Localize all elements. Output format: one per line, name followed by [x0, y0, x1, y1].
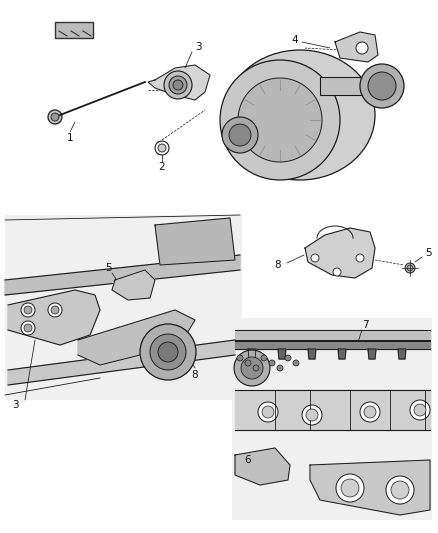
Circle shape	[222, 117, 258, 153]
Bar	[5, 215, 242, 400]
Polygon shape	[112, 270, 155, 300]
Circle shape	[220, 60, 340, 180]
Circle shape	[21, 303, 35, 317]
Polygon shape	[235, 341, 430, 349]
Text: 5: 5	[105, 263, 111, 273]
Text: 1: 1	[67, 133, 73, 143]
Circle shape	[169, 76, 187, 94]
Circle shape	[306, 409, 318, 421]
Text: 6: 6	[245, 455, 251, 465]
Circle shape	[158, 144, 166, 152]
Text: 3: 3	[12, 400, 18, 410]
Circle shape	[155, 141, 169, 155]
Circle shape	[368, 72, 396, 100]
Circle shape	[333, 268, 341, 276]
Circle shape	[48, 303, 62, 317]
Circle shape	[285, 355, 291, 361]
Circle shape	[261, 355, 267, 361]
Circle shape	[311, 254, 319, 262]
Circle shape	[410, 400, 430, 420]
Polygon shape	[248, 349, 256, 359]
Polygon shape	[308, 349, 316, 359]
Circle shape	[158, 342, 178, 362]
Circle shape	[51, 113, 59, 121]
Polygon shape	[310, 460, 430, 515]
Circle shape	[21, 321, 35, 335]
Ellipse shape	[225, 50, 375, 180]
Bar	[320, 77, 375, 95]
Polygon shape	[8, 340, 235, 385]
Circle shape	[302, 405, 322, 425]
Circle shape	[293, 360, 299, 366]
Circle shape	[269, 360, 275, 366]
Polygon shape	[368, 349, 376, 359]
Text: 3: 3	[194, 42, 201, 52]
Polygon shape	[305, 228, 375, 278]
Circle shape	[140, 324, 196, 380]
Polygon shape	[235, 330, 430, 340]
Circle shape	[238, 78, 322, 162]
Circle shape	[356, 254, 364, 262]
Polygon shape	[338, 349, 346, 359]
Text: 7: 7	[362, 320, 368, 330]
Circle shape	[262, 406, 274, 418]
Circle shape	[405, 263, 415, 273]
Circle shape	[341, 479, 359, 497]
Circle shape	[258, 402, 278, 422]
Circle shape	[360, 64, 404, 108]
Circle shape	[386, 476, 414, 504]
Text: 8: 8	[192, 370, 198, 380]
Circle shape	[336, 474, 364, 502]
Circle shape	[173, 80, 183, 90]
Circle shape	[277, 365, 283, 371]
Text: 4: 4	[292, 35, 298, 45]
Polygon shape	[5, 255, 240, 295]
Polygon shape	[235, 390, 430, 430]
Polygon shape	[278, 349, 286, 359]
Polygon shape	[335, 32, 378, 62]
Bar	[232, 318, 432, 520]
Circle shape	[48, 110, 62, 124]
Circle shape	[229, 124, 251, 146]
Circle shape	[150, 334, 186, 370]
FancyBboxPatch shape	[55, 22, 93, 38]
Circle shape	[253, 365, 259, 371]
Text: 8: 8	[275, 260, 281, 270]
Circle shape	[24, 306, 32, 314]
Circle shape	[24, 324, 32, 332]
Circle shape	[407, 265, 413, 271]
Circle shape	[241, 357, 263, 379]
Polygon shape	[398, 349, 406, 359]
Circle shape	[237, 355, 243, 361]
Circle shape	[414, 404, 426, 416]
Circle shape	[356, 42, 368, 54]
Circle shape	[245, 360, 251, 366]
Circle shape	[234, 350, 270, 386]
Circle shape	[51, 306, 59, 314]
Circle shape	[360, 402, 380, 422]
Circle shape	[364, 406, 376, 418]
Polygon shape	[8, 290, 100, 345]
Text: 2: 2	[159, 162, 165, 172]
Text: 5: 5	[425, 248, 431, 258]
Polygon shape	[155, 218, 235, 265]
Polygon shape	[148, 65, 210, 100]
Circle shape	[164, 71, 192, 99]
Polygon shape	[78, 310, 195, 365]
Polygon shape	[235, 448, 290, 485]
Circle shape	[391, 481, 409, 499]
